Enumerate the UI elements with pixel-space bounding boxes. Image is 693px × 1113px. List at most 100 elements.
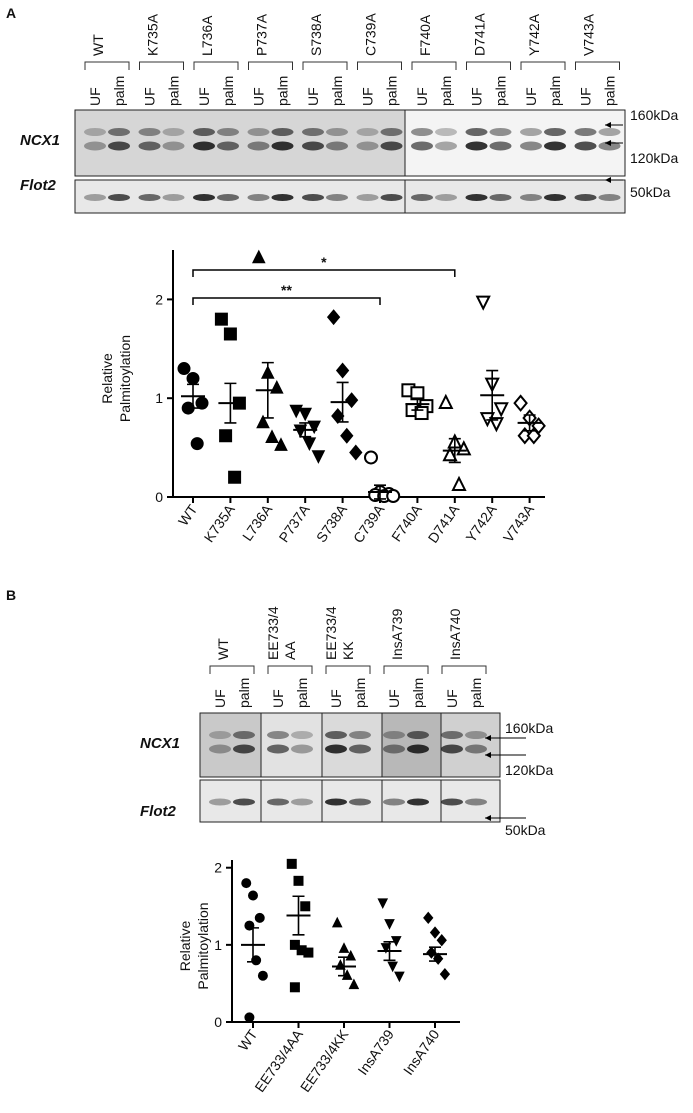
y-axis-label-line: Palmitoylation xyxy=(117,335,133,422)
error-bar xyxy=(448,437,461,464)
data-point xyxy=(265,429,279,444)
size-marker: 160kDa xyxy=(630,107,678,123)
blot-band xyxy=(326,194,348,201)
blot-band xyxy=(574,141,597,151)
lane-group-label: EE733/4KK xyxy=(323,606,356,660)
lane-group-label-line: V743A xyxy=(581,13,597,56)
panel-label: A xyxy=(6,5,16,21)
data-point xyxy=(286,858,297,869)
data-point xyxy=(442,446,458,462)
y-tick-label: 0 xyxy=(155,489,163,505)
y-axis-label-line: Palmitoylation xyxy=(195,902,211,989)
lane-label: palm xyxy=(294,678,310,708)
data-point xyxy=(298,407,313,422)
blot-band xyxy=(574,194,597,201)
error-bar xyxy=(338,956,350,977)
x-tick-label: S738A xyxy=(313,501,351,545)
blot-band xyxy=(489,194,512,201)
data-point xyxy=(300,901,311,912)
x-tick-label: V743A xyxy=(500,501,538,545)
y-axis-label-line: Relative xyxy=(99,353,115,404)
lane-label: UF xyxy=(523,87,539,106)
error-bar xyxy=(429,946,441,962)
blot-band xyxy=(209,798,231,806)
significance-label: ** xyxy=(281,282,292,298)
data-point xyxy=(387,961,398,973)
blot-band xyxy=(598,128,621,136)
blot-band xyxy=(356,194,379,201)
data-point xyxy=(377,898,389,909)
error-bar xyxy=(224,382,237,424)
size-marker: 50kDa xyxy=(630,184,671,200)
blot-band xyxy=(302,128,324,136)
lane-group-label-line: L736A xyxy=(199,15,215,56)
size-marker: 120kDa xyxy=(505,762,553,778)
lane-group-label: WT xyxy=(90,34,106,56)
lane-group-label: Y742A xyxy=(526,13,542,56)
y-tick-label: 2 xyxy=(155,291,163,307)
blot-band xyxy=(435,128,457,136)
blot-band xyxy=(435,194,457,201)
arrow-head xyxy=(485,735,491,741)
blot-band xyxy=(465,141,488,151)
data-point xyxy=(475,295,491,311)
data-point xyxy=(293,875,304,886)
blot-image xyxy=(404,179,626,214)
error-bar xyxy=(292,895,305,936)
lane-group-label: V743A xyxy=(581,13,597,56)
data-point xyxy=(214,312,228,326)
error-bar xyxy=(336,381,349,423)
blot-band xyxy=(267,798,289,806)
lane-label: UF xyxy=(386,689,402,708)
blot-band xyxy=(247,128,270,136)
blot-band xyxy=(574,128,597,136)
blot-band xyxy=(465,731,487,739)
blot-band xyxy=(349,798,371,806)
data-point xyxy=(493,402,509,418)
group-bracket xyxy=(209,665,255,674)
lane-label: palm xyxy=(493,76,509,106)
blot-band xyxy=(380,141,403,151)
y-tick-label: 2 xyxy=(214,860,222,876)
blot-band xyxy=(108,194,130,201)
lane-group-label-line: K735A xyxy=(145,13,161,56)
blot-band xyxy=(209,731,231,739)
group-bracket xyxy=(383,665,429,674)
lane-label: palm xyxy=(275,76,291,106)
blot-band xyxy=(138,141,161,151)
lane-label: UF xyxy=(196,87,212,106)
lane-label: UF xyxy=(212,689,228,708)
blot-band xyxy=(108,141,130,151)
data-point xyxy=(451,475,467,491)
data-point xyxy=(223,327,237,341)
error-bar xyxy=(411,397,424,411)
lane-label: palm xyxy=(547,76,563,106)
data-point xyxy=(436,934,447,947)
blot-band xyxy=(407,744,429,754)
row-label: NCX1 xyxy=(140,735,180,752)
error-bar xyxy=(523,414,536,432)
data-point xyxy=(384,919,395,930)
group-bracket xyxy=(139,61,184,70)
blot-band xyxy=(162,128,185,136)
data-point xyxy=(439,967,451,981)
lane-label: UF xyxy=(469,87,485,106)
lane-group-label-line: WT xyxy=(90,34,106,56)
blot-image xyxy=(199,779,262,823)
blot-band xyxy=(271,141,294,151)
data-point xyxy=(488,417,505,433)
blot-band xyxy=(544,128,566,136)
group-bracket xyxy=(302,61,348,70)
lane-group-label: S738A xyxy=(308,13,324,56)
blot-band xyxy=(349,744,371,754)
error-bar xyxy=(187,383,199,409)
blot-band xyxy=(271,194,294,201)
size-marker: 50kDa xyxy=(505,822,546,838)
lane-group-label-line: InsA740 xyxy=(447,608,463,660)
data-point xyxy=(256,414,270,429)
blot-image xyxy=(74,109,406,177)
y-tick-label: 0 xyxy=(214,1014,222,1030)
blot-band xyxy=(544,141,566,151)
lane-group-label-line: WT xyxy=(215,638,231,660)
